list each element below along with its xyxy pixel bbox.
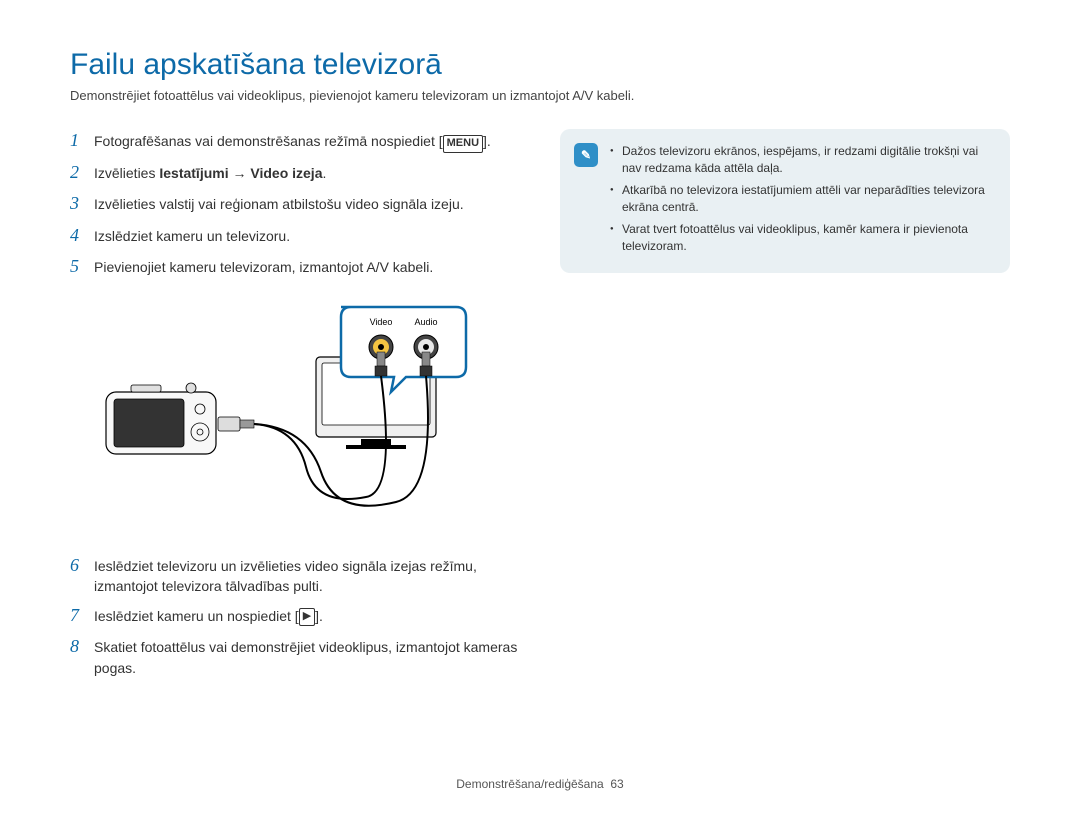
cable-connector-icon — [218, 417, 254, 431]
diagram-svg: Video Audio — [96, 297, 476, 527]
text-fragment: . — [323, 165, 327, 181]
steps-list: 1 Fotografēšanas vai demonstrēšanas režī… — [70, 129, 520, 678]
left-column: 1 Fotografēšanas vai demonstrēšanas režī… — [70, 129, 520, 686]
play-icon: ▶ — [299, 608, 315, 626]
note-box: ✎ Dažos televizoru ekrānos, iespējams, i… — [560, 129, 1010, 273]
step-number: 6 — [70, 554, 94, 597]
camera-icon — [106, 383, 216, 454]
page-title: Failu apskatīšana televizorā — [70, 48, 1010, 82]
step-text: Skatiet fotoattēlus vai demonstrējiet vi… — [94, 635, 520, 678]
note-item: Atkarībā no televizora iestatījumiem att… — [610, 182, 994, 217]
bold-text: Iestatījumi → Video izeja — [159, 165, 322, 181]
page-footer: Demonstrēšana/rediģēšana 63 — [0, 777, 1080, 791]
step-text: Fotografēšanas vai demonstrēšanas režīmā… — [94, 129, 491, 153]
text-fragment: Ieslēdziet kameru un nospiediet [ — [94, 608, 299, 624]
audio-label: Audio — [414, 317, 437, 327]
step-4: 4 Izslēdziet kameru un televizoru. — [70, 224, 520, 247]
step-text: Izvēlieties Iestatījumi → Video izeja. — [94, 161, 326, 184]
step-text: Izvēlieties valstij vai reģionam atbilst… — [94, 192, 464, 215]
text-fragment: Izvēlieties — [94, 165, 159, 181]
note-list: Dažos televizoru ekrānos, iespējams, ir … — [610, 143, 994, 255]
text-fragment: Fotografēšanas vai demonstrēšanas režīmā… — [94, 133, 439, 149]
step-text: Izslēdziet kameru un televizoru. — [94, 224, 290, 247]
step-number: 8 — [70, 635, 94, 678]
step-number: 1 — [70, 129, 94, 153]
connection-diagram: Video Audio — [96, 297, 476, 532]
step-text: Pievienojiet kameru televizoram, izmanto… — [94, 255, 433, 278]
step-3: 3 Izvēlieties valstij vai reģionam atbil… — [70, 192, 520, 215]
step-number: 7 — [70, 604, 94, 627]
step-6: 6 Ieslēdziet televizoru un izvēlieties v… — [70, 554, 520, 597]
two-column-layout: 1 Fotografēšanas vai demonstrēšanas režī… — [70, 129, 1010, 686]
step-text: Ieslēdziet televizoru un izvēlieties vid… — [94, 554, 520, 597]
diagram-item: Video Audio — [70, 287, 520, 546]
text-fragment: ]. — [483, 133, 491, 149]
step-number: 2 — [70, 161, 94, 184]
step-8: 8 Skatiet fotoattēlus vai demonstrējiet … — [70, 635, 520, 678]
step-7: 7 Ieslēdziet kameru un nospiediet [▶]. — [70, 604, 520, 627]
page: Failu apskatīšana televizorā Demonstrēji… — [0, 0, 1080, 815]
footer-section: Demonstrēšana/rediģēšana — [456, 777, 603, 791]
step-number: 5 — [70, 255, 94, 278]
right-column: ✎ Dažos televizoru ekrānos, iespējams, i… — [560, 129, 1010, 686]
step-number: 3 — [70, 192, 94, 215]
note-item: Dažos televizoru ekrānos, iespējams, ir … — [610, 143, 994, 178]
step-number: 4 — [70, 224, 94, 247]
step-1: 1 Fotografēšanas vai demonstrēšanas režī… — [70, 129, 520, 153]
video-label: Video — [370, 317, 393, 327]
note-item: Varat tvert fotoattēlus vai videoklipus,… — [610, 221, 994, 256]
menu-button-label: MENU — [443, 135, 483, 153]
footer-page-number: 63 — [610, 777, 623, 791]
step-text: Ieslēdziet kameru un nospiediet [▶]. — [94, 604, 323, 627]
note-icon-glyph: ✎ — [581, 148, 591, 162]
text-fragment: ]. — [315, 608, 323, 624]
page-subtitle: Demonstrējiet fotoattēlus vai videoklipu… — [70, 88, 1010, 103]
step-2: 2 Izvēlieties Iestatījumi → Video izeja. — [70, 161, 520, 184]
note-icon: ✎ — [574, 143, 598, 167]
step-5: 5 Pievienojiet kameru televizoram, izman… — [70, 255, 520, 278]
